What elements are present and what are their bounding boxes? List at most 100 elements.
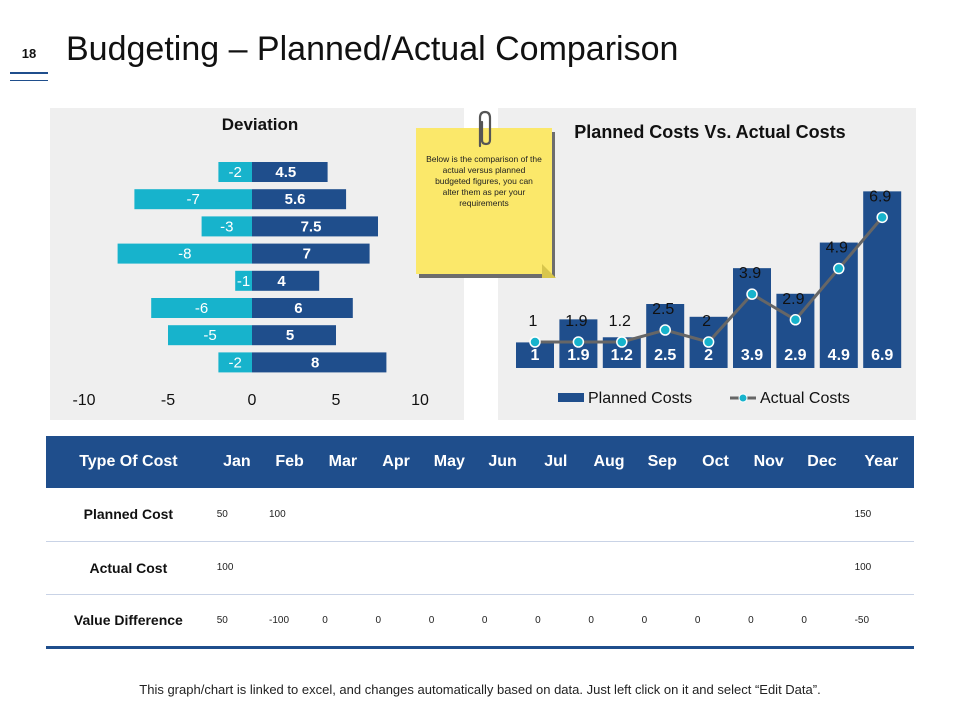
deviation-bar-negative[interactable] [218, 352, 252, 373]
deviation-label-positive: 7.5 [301, 218, 322, 235]
actual-cost-label: 3.9 [739, 265, 761, 282]
actual-cost-point[interactable] [876, 211, 888, 224]
header-aug: Aug [593, 453, 625, 470]
deviation-chart-panel[interactable]: Deviation -2 -7 -3 -8 -1 -6 -5 -2 4.5 5.6 7.5 7 4 6 5 8… [50, 108, 464, 420]
planned-actual-chart-title: Planned Costs Vs. Actual Costs [574, 122, 845, 142]
sticky-note-fold [542, 264, 556, 278]
planned-cost-bar-label: 2 [704, 347, 713, 364]
table-cell [795, 488, 848, 541]
table-cell [369, 488, 422, 541]
deviation-label-positive: 6 [294, 300, 302, 317]
actual-cost-point[interactable] [746, 288, 758, 300]
table-cell: 0 [428, 614, 435, 626]
planned-cost-bar[interactable] [646, 304, 685, 368]
table-cell [316, 488, 369, 541]
deviation-label-negative: -5 [203, 327, 216, 344]
actual-cost-label: 6.9 [869, 188, 891, 205]
deviation-bar-positive[interactable] [252, 243, 370, 264]
planned-cost-bar-label: 1.9 [567, 347, 589, 364]
deviation-bar-negative[interactable] [218, 162, 252, 182]
deviation-bar-negative[interactable] [168, 325, 252, 346]
actual-cost-point[interactable] [659, 324, 671, 336]
deviation-bar-negative[interactable] [134, 189, 252, 210]
planned-cost-bar-label: 1 [531, 347, 540, 364]
header-apr: Apr [382, 453, 410, 470]
planned-actual-chart[interactable]: Planned Costs Vs. Actual Costs 1 1.9 1.2 2.… [498, 108, 916, 420]
deviation-tick-label: 0 [248, 392, 257, 409]
table-cell: 0 [481, 614, 488, 626]
planned-cost-bar[interactable] [733, 268, 771, 368]
actual-cost-label: 2 [702, 313, 711, 330]
header-dec: Dec [807, 453, 837, 470]
table-cell [369, 541, 422, 594]
table-cell [742, 488, 795, 541]
actual-cost-label: 2.5 [652, 301, 674, 318]
cost-table: Type Of Cost Jan Feb Mar Apr May Jun Jul Aug Sep O… [46, 436, 914, 649]
actual-cost-label: 1 [529, 313, 538, 330]
deviation-label-positive: 4 [277, 273, 286, 290]
table-cell: 100 [854, 562, 872, 573]
table-cell: 0 [694, 614, 701, 626]
header-sep: Sep [647, 453, 677, 470]
table-cell: 100 [268, 508, 286, 520]
table-cell: -100 [268, 614, 289, 626]
deviation-bar-positive[interactable] [252, 189, 347, 210]
table-cell [316, 541, 369, 594]
deviation-bar-negative[interactable] [151, 298, 252, 318]
planned-cost-bar-label: 2.5 [654, 347, 676, 364]
deviation-bar-positive[interactable] [252, 325, 336, 346]
deviation-label-negative: -3 [220, 218, 233, 235]
deviation-chart-title: Deviation [222, 115, 299, 134]
table-cell [529, 541, 582, 594]
table-cell: 0 [641, 614, 648, 626]
planned-cost-bar-label: 3.9 [741, 347, 763, 364]
sticky-note-text: Below is the comparison of the actual ve… [426, 154, 542, 208]
deviation-bar-positive[interactable] [252, 162, 328, 182]
deviation-label-negative: -2 [229, 354, 242, 371]
table-cell: 100 [216, 562, 234, 573]
header-type-of-cost: Type Of Cost [79, 453, 178, 470]
actual-cost-label: 1.9 [565, 313, 587, 330]
table-cell [742, 541, 795, 594]
table-cell: 0 [588, 614, 594, 626]
table-cell: 0 [375, 614, 382, 626]
deviation-tick-label: 5 [332, 392, 341, 409]
actual-cost-point[interactable] [789, 314, 802, 326]
actual-cost-point[interactable] [572, 336, 585, 348]
actual-cost-point[interactable] [833, 262, 845, 275]
deviation-chart[interactable]: Deviation -2-7-3-8-1-6-5-24.55.67.574658… [50, 108, 464, 420]
deviation-bar-positive[interactable] [252, 270, 320, 291]
deviation-bar-positive[interactable] [252, 298, 353, 318]
legend-planned-label: Planned Costs [588, 390, 692, 407]
legend-planned-swatch [558, 393, 584, 402]
actual-cost-point[interactable] [702, 336, 715, 348]
slide-number: 18 [21, 46, 37, 61]
table-cell [582, 488, 635, 541]
header-may: May [433, 453, 465, 470]
header-jul: Jul [544, 453, 568, 470]
legend-actual-label: Actual Costs [760, 390, 850, 407]
deviation-bar-negative[interactable] [201, 216, 252, 237]
deviation-bar-positive[interactable] [252, 216, 378, 237]
deviation-label-positive: 7 [303, 246, 311, 263]
table-cell [689, 488, 742, 541]
table-cell: 50 [216, 614, 228, 626]
paperclip-icon [478, 110, 492, 148]
row-label: Planned Cost [83, 506, 174, 523]
table-row: Value Difference 50 -100 0 0 0 0 0 0 0 0 0 0 -50 [46, 594, 914, 647]
table-cell [636, 488, 689, 541]
deviation-bar-positive[interactable] [252, 352, 387, 373]
table-cell: 0 [801, 614, 807, 626]
actual-cost-point[interactable] [616, 336, 628, 348]
row-label: Value Difference [73, 612, 183, 628]
planned-actual-chart-panel[interactable]: Planned Costs Vs. Actual Costs 1 1.9 1.2 2.… [498, 108, 916, 420]
actual-cost-point[interactable] [529, 336, 541, 348]
table-cell [529, 488, 582, 541]
deviation-bar-negative[interactable] [235, 270, 252, 291]
deviation-bar-negative[interactable] [117, 243, 252, 264]
header-jan: Jan [223, 453, 251, 470]
planned-cost-bar-label: 1.2 [611, 347, 633, 364]
table-cell [795, 541, 848, 594]
table-row: Actual Cost 100 100 [46, 541, 914, 594]
header-jun: Jun [488, 453, 517, 470]
